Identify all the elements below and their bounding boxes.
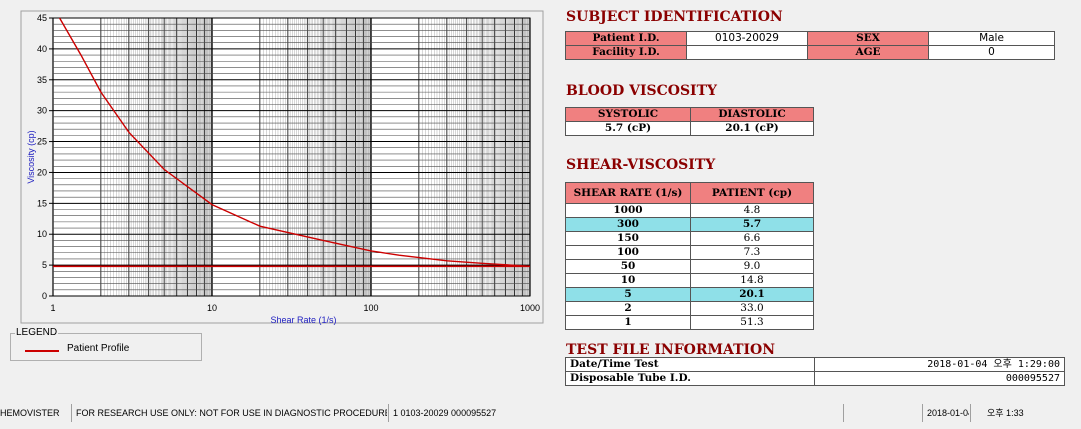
shear-rate-cell: 150 [565,231,691,246]
status-time: 오후 1:33 [970,404,1081,422]
legend-label: Patient Profile [67,343,130,354]
sex-value: Male [928,31,1055,46]
shear-row: 100 7.3 [565,245,814,260]
sex-label: SEX [807,31,929,46]
patient-cp-cell: 7.3 [690,245,814,260]
datetime-label: Date/Time Test [565,357,815,372]
viscosity-chart-panel: 0 5 10 15 20 25 30 35 40 45 1 10 100 1000 Shear Rate (… [0,0,556,328]
y-tick-label: 20 [37,167,47,177]
status-blank [843,404,921,422]
patient-cp-cell: 51.3 [690,315,814,330]
tube-id-label: Disposable Tube I.D. [565,371,815,386]
patient-cp-cell: 4.8 [690,203,814,218]
shear-row: 50 9.0 [565,259,814,274]
plot-area [52,17,531,297]
x-axis-label: Shear Rate (1/s) [270,315,336,325]
patient-cp-cell: 20.1 [690,287,814,302]
shear-row: 150 6.6 [565,231,814,246]
y-tick-label: 35 [37,75,47,85]
systolic-label: SYSTOLIC [565,107,691,122]
tube-id-value: 000095527 [814,371,1065,386]
systolic-value: 5.7 (cP) [565,121,691,136]
legend-box: LEGEND Patient Profile [10,327,202,361]
diastolic-label: DIASTOLIC [690,107,814,122]
shear-row: 1 51.3 [565,315,814,330]
shear-row: 5 20.1 [565,287,814,302]
test-file-table: Date/Time Test 2018-01-04 오후 1:29:00 Dis… [565,357,1065,386]
status-notice: FOR RESEARCH USE ONLY: NOT FOR USE IN DI… [71,404,387,422]
facility-id-value [686,45,808,60]
x-tick-label: 100 [363,303,378,313]
x-tick-label: 10 [207,303,217,313]
shear-row: 1000 4.8 [565,203,814,218]
shear-row: 300 5.7 [565,217,814,232]
diastolic-value: 20.1 (cP) [690,121,814,136]
y-tick-label: 45 [37,13,47,23]
y-axis-label: Viscosity (cp) [26,130,36,183]
blood-viscosity-table: SYSTOLIC DIASTOLIC 5.7 (cP) 20.1 (cP) [565,107,814,136]
status-bar: HEMOVISTER FOR RESEARCH USE ONLY: NOT FO… [0,404,1081,424]
status-date: 2018-01-04 [922,404,969,422]
patient-cp-cell: 5.7 [690,217,814,232]
shear-rate-cell: 5 [565,287,691,302]
shear-rate-header: SHEAR RATE (1/s) [565,182,691,204]
y-tick-label: 5 [42,260,47,270]
patient-cp-cell: 6.6 [690,231,814,246]
subject-identification-title: SUBJECT IDENTIFICATION [566,9,783,25]
shear-rows: 1000 4.8 300 5.7 150 6.6 100 7.3 50 9.0 10 14.8 5 20.… [565,203,814,330]
facility-id-label: Facility I.D. [565,45,687,60]
y-tick-label: 30 [37,106,47,116]
shear-viscosity-title: SHEAR-VISCOSITY [566,157,716,173]
series-line-patient-profile [58,17,531,267]
age-value: 0 [928,45,1055,60]
shear-viscosity-table: SHEAR RATE (1/s) PATIENT (cp) 1000 4.8 300… [565,182,814,330]
patient-cp-header: PATIENT (cp) [690,182,814,204]
shear-rate-cell: 50 [565,259,691,274]
patient-cp-cell: 9.0 [690,259,814,274]
shear-row: 2 33.0 [565,301,814,316]
status-record: 1 0103-20029 000095527 [388,404,842,422]
shear-rate-cell: 300 [565,217,691,232]
patient-cp-cell: 33.0 [690,301,814,316]
test-file-information-title: TEST FILE INFORMATION [566,342,776,358]
status-app-name: HEMOVISTER [0,408,60,418]
patient-id-value: 0103-20029 [686,31,808,46]
shear-rate-cell: 100 [565,245,691,260]
age-label: AGE [807,45,929,60]
shear-row: 10 14.8 [565,273,814,288]
x-tick-label: 1 [50,303,55,313]
y-tick-label: 15 [37,198,47,208]
datetime-value: 2018-01-04 오후 1:29:00 [814,357,1065,372]
y-tick-label: 40 [37,44,47,54]
shear-rate-cell: 10 [565,273,691,288]
blood-viscosity-title: BLOOD VISCOSITY [566,83,718,99]
shear-rate-cell: 1000 [565,203,691,218]
shear-rate-cell: 1 [565,315,691,330]
legend-line-swatch [25,350,59,352]
viscosity-chart: 0 5 10 15 20 25 30 35 40 45 1 10 100 1000 Shear Rate (… [20,10,544,325]
subject-table: Patient I.D. 0103-20029 SEX Male Facilit… [565,31,1055,60]
patient-id-label: Patient I.D. [565,31,687,46]
y-tick-label: 25 [37,137,47,147]
y-tick-label: 0 [42,291,47,301]
y-tick-label: 10 [37,229,47,239]
x-tick-label: 1000 [520,303,540,313]
legend-title: LEGEND [15,327,59,338]
patient-cp-cell: 14.8 [690,273,814,288]
shear-rate-cell: 2 [565,301,691,316]
